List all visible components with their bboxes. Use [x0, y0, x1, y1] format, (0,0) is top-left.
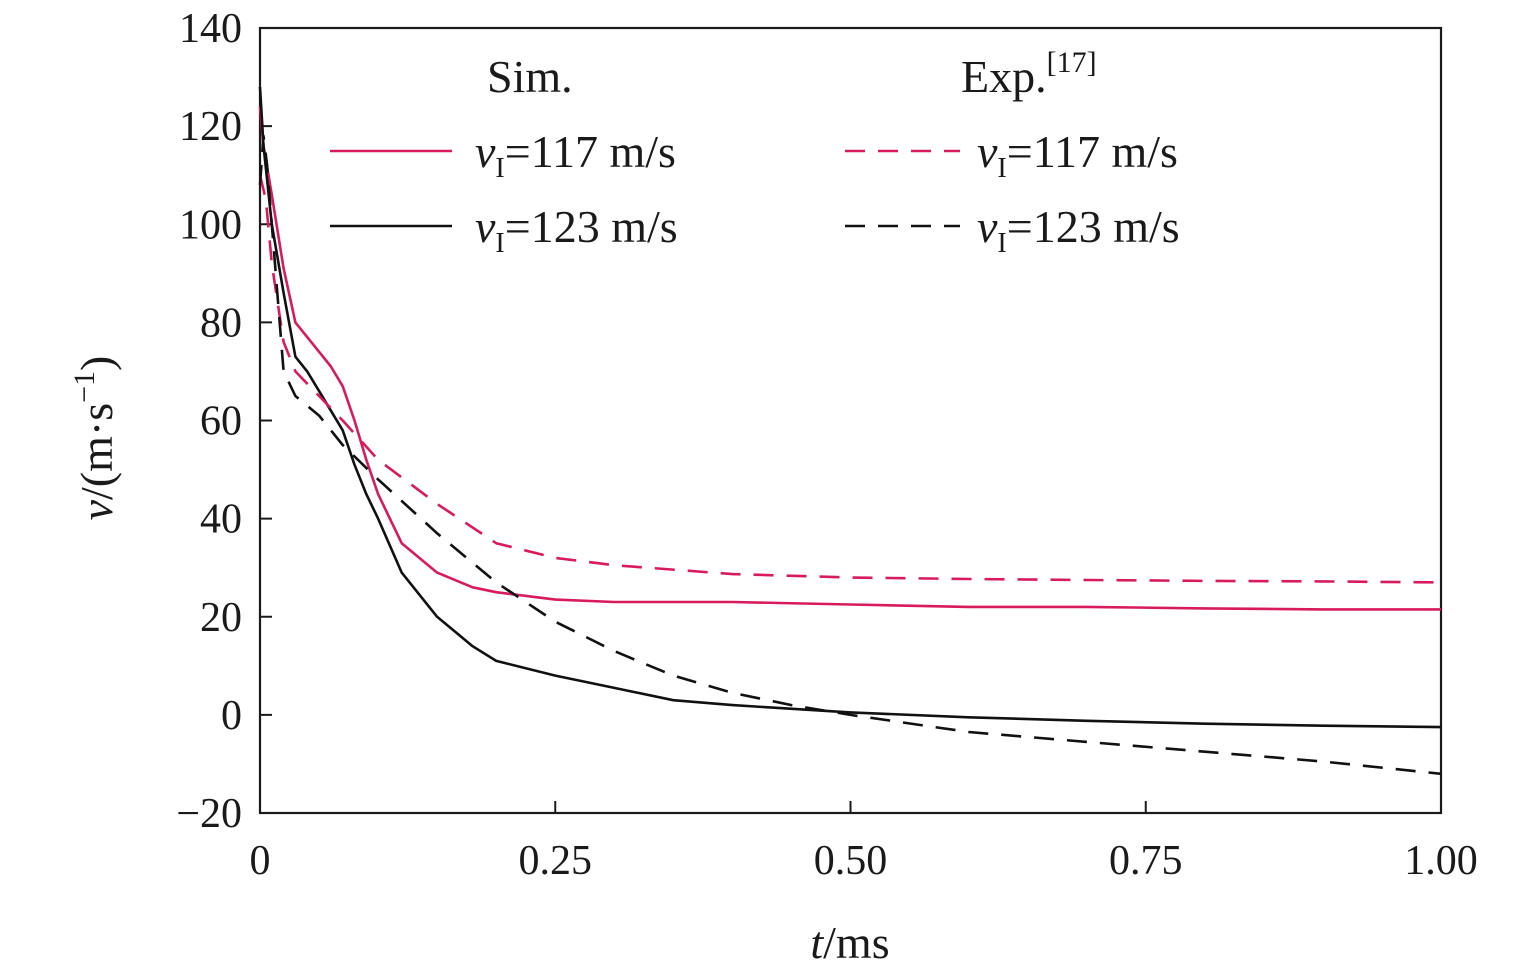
- y-tick-label: 0: [221, 693, 242, 739]
- plot-frame: [258, 26, 1443, 815]
- x-tick-label: 0.75: [1109, 838, 1183, 884]
- y-tick-label: 80: [200, 300, 242, 346]
- x-axis-label: t/ms: [810, 917, 889, 968]
- legend-label-sim-0: vI=117 m/s: [475, 126, 676, 184]
- y-tick-label: 20: [200, 595, 242, 641]
- legend-label-exp-3: vI=123 m/s: [977, 201, 1180, 259]
- legend: Sim. Exp.[17] vI=117 m/s vI=123 m/s vI=117 m…: [330, 46, 1180, 259]
- legend-title-exp: Exp.[17]: [961, 46, 1097, 102]
- y-tick-label: 60: [200, 399, 242, 445]
- y-tick-label: −20: [176, 791, 242, 837]
- y-axis-label: v/(m·s−1): [68, 356, 122, 521]
- legend-title-sim: Sim.: [487, 51, 573, 102]
- y-tick-label: 40: [200, 497, 242, 543]
- series-line-sim-0: [258, 106, 1441, 611]
- series-line-sim-1: [258, 86, 1442, 729]
- x-tick-label: 0.50: [814, 838, 888, 884]
- legend-label-exp-2: vI=117 m/s: [977, 126, 1178, 184]
- x-tick-label: 0: [250, 838, 271, 884]
- y-tick-label: 100: [179, 202, 242, 248]
- axes: [258, 26, 1443, 815]
- y-tick-label: 140: [179, 6, 242, 52]
- y-tick-label: 120: [179, 104, 242, 150]
- x-tick-label: 0.25: [519, 838, 593, 884]
- x-tick-label: 1.00: [1404, 838, 1478, 884]
- series-lines: [258, 86, 1442, 776]
- series-line-exp-2: [258, 174, 1442, 584]
- series-line-exp-3: [258, 134, 1442, 776]
- legend-label-sim-1: vI=123 m/s: [475, 201, 678, 259]
